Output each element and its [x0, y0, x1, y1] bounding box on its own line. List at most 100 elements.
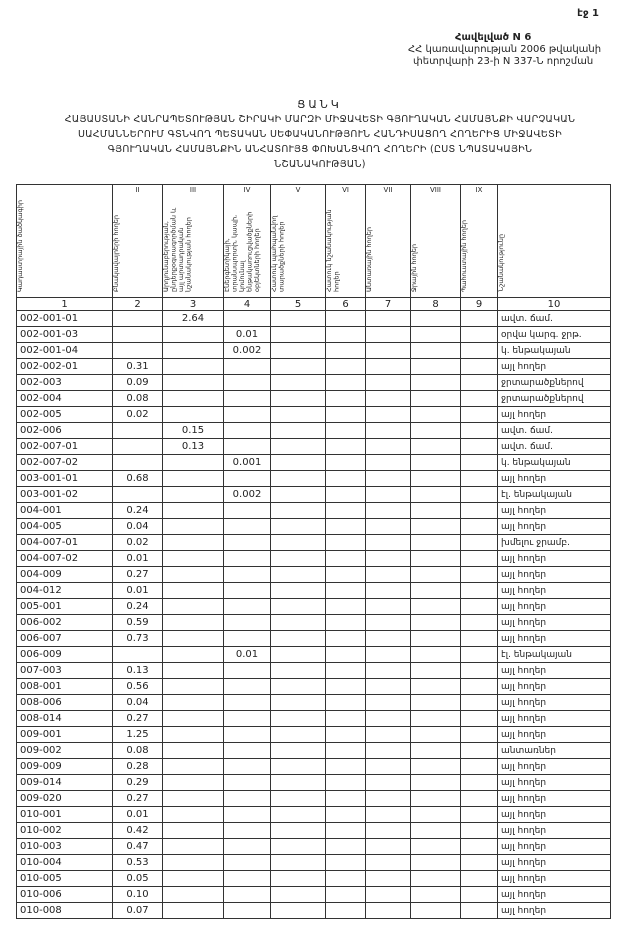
cell	[410, 326, 461, 343]
cell: այլ հողեր	[497, 518, 611, 535]
cell	[112, 486, 163, 503]
cell: 010-005	[16, 870, 113, 887]
header-cell: Անտառային հողեր	[365, 195, 411, 298]
area-value: 0.01	[235, 649, 259, 660]
area-value: 0.13	[126, 665, 149, 676]
cell: այլ հողեր	[497, 726, 611, 743]
cell: այլ հողեր	[497, 358, 611, 375]
cell	[223, 406, 271, 423]
purpose: այլ հողեր	[501, 697, 547, 708]
area-value: 0.13	[181, 441, 205, 452]
cell	[365, 326, 411, 343]
column-numeral: II	[135, 186, 140, 194]
purpose: այլ հողեր	[501, 713, 547, 724]
cell	[270, 326, 326, 343]
cell	[223, 310, 271, 327]
cell: անտառներ	[497, 742, 611, 759]
cadastral-code: 006-002	[20, 617, 62, 628]
area-value: 0.10	[126, 889, 149, 900]
cell: այլ հողեր	[497, 902, 611, 919]
cell: 0.07	[112, 902, 163, 919]
cell	[410, 646, 461, 663]
cell	[460, 358, 498, 375]
cell: 2.64	[162, 310, 224, 327]
cell	[162, 534, 224, 551]
column-number: 2	[134, 298, 141, 310]
cell: 0.53	[112, 854, 163, 871]
cell	[223, 598, 271, 615]
cell	[410, 550, 461, 567]
cell	[223, 742, 271, 759]
cell	[162, 886, 224, 903]
purpose: այլ հողեր	[501, 665, 547, 676]
column-numeral: III	[189, 186, 197, 194]
cell	[223, 614, 271, 631]
purpose: այլ հողեր	[501, 889, 547, 900]
table-row: 002-005 0.02 այլ հողեր	[16, 406, 611, 423]
cell	[270, 390, 326, 407]
cell	[460, 374, 498, 391]
cell	[365, 742, 411, 759]
table-row: 004-009 0.27 այլ հողեր	[16, 566, 611, 583]
cell	[365, 758, 411, 775]
cell: այլ հողեր	[497, 806, 611, 823]
table-row: 002-006 0.15 ավտ. ճամ.	[16, 422, 611, 439]
cell: այլ հողեր	[497, 790, 611, 807]
area-value: 0.47	[126, 841, 149, 852]
cell	[410, 310, 461, 327]
cell	[223, 630, 271, 647]
purpose: անտառներ	[501, 745, 556, 756]
table-row: 002-001-04 0.002 կ. ենթակայան	[16, 342, 611, 359]
cell	[325, 774, 366, 791]
cell	[460, 870, 498, 887]
cell: այլ հողեր	[497, 566, 611, 583]
cadastral-code: 004-009	[20, 569, 62, 580]
column-header: Էներգետիկայի, տրանսպորտի, կապի, կոմունալ…	[223, 211, 262, 292]
cell	[325, 678, 366, 695]
number-row: 1 2 3 4 5 6 7 8 9 10	[16, 297, 611, 311]
cell	[162, 614, 224, 631]
cell	[223, 422, 271, 439]
purpose: այլ հողեր	[501, 857, 547, 868]
cell	[365, 550, 411, 567]
cell: ավտ. ճամ.	[497, 438, 611, 455]
cell	[270, 902, 326, 919]
table-row: 005-001 0.24 այլ հողեր	[16, 598, 611, 615]
table-row: 002-001-01 2.64 ավտ. ճամ.	[16, 310, 611, 327]
area-value: 0.02	[126, 409, 149, 420]
table-row: 003-001-02 0.002 էլ. ենթակայան	[16, 486, 611, 503]
cadastral-code: 006-009	[20, 649, 62, 660]
cell	[325, 742, 366, 759]
column-header: Պահուստային հողեր	[460, 219, 469, 292]
cadastral-code: 008-006	[20, 697, 62, 708]
cell	[325, 870, 366, 887]
cell	[325, 710, 366, 727]
cell	[410, 518, 461, 535]
cell	[162, 566, 224, 583]
cell	[162, 646, 224, 663]
cell	[365, 598, 411, 615]
column-number: 10	[547, 298, 561, 310]
cell	[270, 518, 326, 535]
land-table: II III IV V VI VII VIII IX Կադաստրային ծածկագիր Բ…	[16, 184, 611, 919]
numeral-cell: IV	[223, 184, 271, 195]
table-row: 010-008 0.07 այլ հողեր	[16, 902, 611, 919]
numeral-cell: III	[162, 184, 224, 195]
cell	[325, 582, 366, 599]
cell: 004-007-02	[16, 550, 113, 567]
cell: 0.13	[112, 662, 163, 679]
cell	[410, 598, 461, 615]
purpose: այլ հողեր	[501, 873, 547, 884]
title-line: ՀԱՅԱՍՏԱՆԻ ՀԱՆՐԱՊԵՏՈՒԹՅԱՆ ՇԻՐԱԿԻ ՄԱՐԶԻ ՄԻ…	[64, 114, 576, 125]
cell	[270, 806, 326, 823]
table-row: 002-007-01 0.13 ավտ. ճամ.	[16, 438, 611, 455]
cadastral-code: 004-001	[20, 505, 62, 516]
cell	[270, 614, 326, 631]
cell: 009-014	[16, 774, 113, 791]
cell: 0.27	[112, 710, 163, 727]
cell: այլ հողեր	[497, 774, 611, 791]
cell	[162, 662, 224, 679]
cell: 010-002	[16, 822, 113, 839]
cell	[410, 438, 461, 455]
